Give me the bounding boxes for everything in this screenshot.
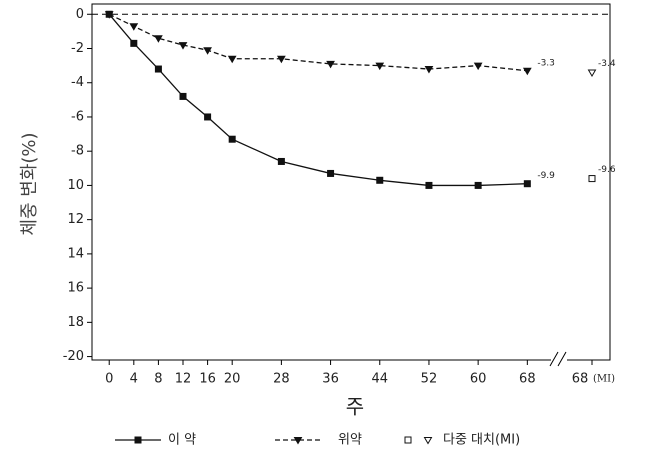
x-tick-label: 60: [470, 372, 487, 387]
y-tick-label: 10: [67, 178, 84, 193]
series-line: [108, 13, 528, 187]
axis-break: [557, 351, 567, 367]
legend-label: 이 약: [168, 433, 196, 448]
y-tick-label: 0: [76, 7, 84, 22]
data-point: [326, 60, 335, 69]
axis-break-gap: [551, 355, 567, 365]
data-point: [375, 62, 385, 71]
axis-break: [549, 351, 559, 367]
y-axis-label: 체중 변화(%): [19, 132, 40, 235]
x-tick-label: 16: [199, 372, 216, 387]
data-point: [154, 65, 162, 73]
x-tick-label: 68: [572, 372, 589, 387]
y-tick-label: 14: [67, 246, 84, 261]
legend-label: 다중 대치(MI): [443, 433, 520, 448]
plot-frame: [91, 3, 611, 361]
x-tick-label: 4: [130, 372, 138, 387]
data-label: -3.4: [598, 59, 616, 69]
data-point: [522, 67, 532, 76]
data-point: [129, 23, 139, 31]
data-label: -9.9: [537, 171, 555, 181]
y-tick-label: -8: [71, 144, 84, 159]
data-point: [104, 11, 114, 19]
mi-point: [588, 175, 596, 183]
x-tick-label: 52: [421, 372, 438, 387]
y-tick-label: 12: [67, 212, 84, 227]
data-point: [523, 180, 531, 188]
data-point: [228, 135, 236, 143]
y-tick-label: -6: [71, 109, 84, 124]
mi-point: [587, 69, 597, 77]
y-tick-label: -20: [63, 349, 84, 364]
legend-marker: [293, 437, 303, 445]
x-tick-note: (MI): [593, 374, 615, 385]
data-point: [227, 55, 237, 64]
data-point: [154, 35, 163, 43]
data-point: [203, 47, 212, 55]
x-tick-label: 28: [273, 372, 290, 387]
data-point: [474, 181, 482, 189]
data-point: [473, 62, 483, 71]
data-label: -9.6: [598, 165, 616, 175]
data-point: [277, 157, 285, 165]
x-tick-label: 8: [154, 372, 162, 387]
legend-marker: [134, 436, 142, 444]
y-tick-label: -4: [71, 75, 84, 90]
data-point: [277, 55, 286, 64]
data-point: [425, 181, 433, 189]
series-line: [108, 13, 528, 72]
legend-marker: [404, 436, 412, 444]
legend-marker: [423, 437, 433, 445]
data-point: [179, 92, 187, 100]
x-tick-label: 12: [175, 372, 192, 387]
y-tick-label: 16: [67, 281, 84, 296]
data-point: [204, 113, 212, 121]
data-point: [424, 66, 434, 74]
x-tick-label: 0: [105, 372, 113, 387]
x-tick-label: 20: [224, 372, 241, 387]
data-label: -3.3: [537, 58, 555, 68]
data-point: [327, 169, 335, 177]
x-tick-label: 36: [322, 372, 339, 387]
data-point: [130, 39, 138, 47]
y-tick-label: 18: [67, 315, 84, 330]
x-axis-label: 주: [346, 395, 364, 419]
legend-label: 위약: [338, 433, 362, 448]
x-tick-label: 68: [519, 372, 536, 387]
data-point: [178, 42, 188, 50]
x-tick-label: 44: [371, 372, 388, 387]
y-tick-label: -2: [71, 41, 84, 56]
data-point: [376, 176, 384, 184]
